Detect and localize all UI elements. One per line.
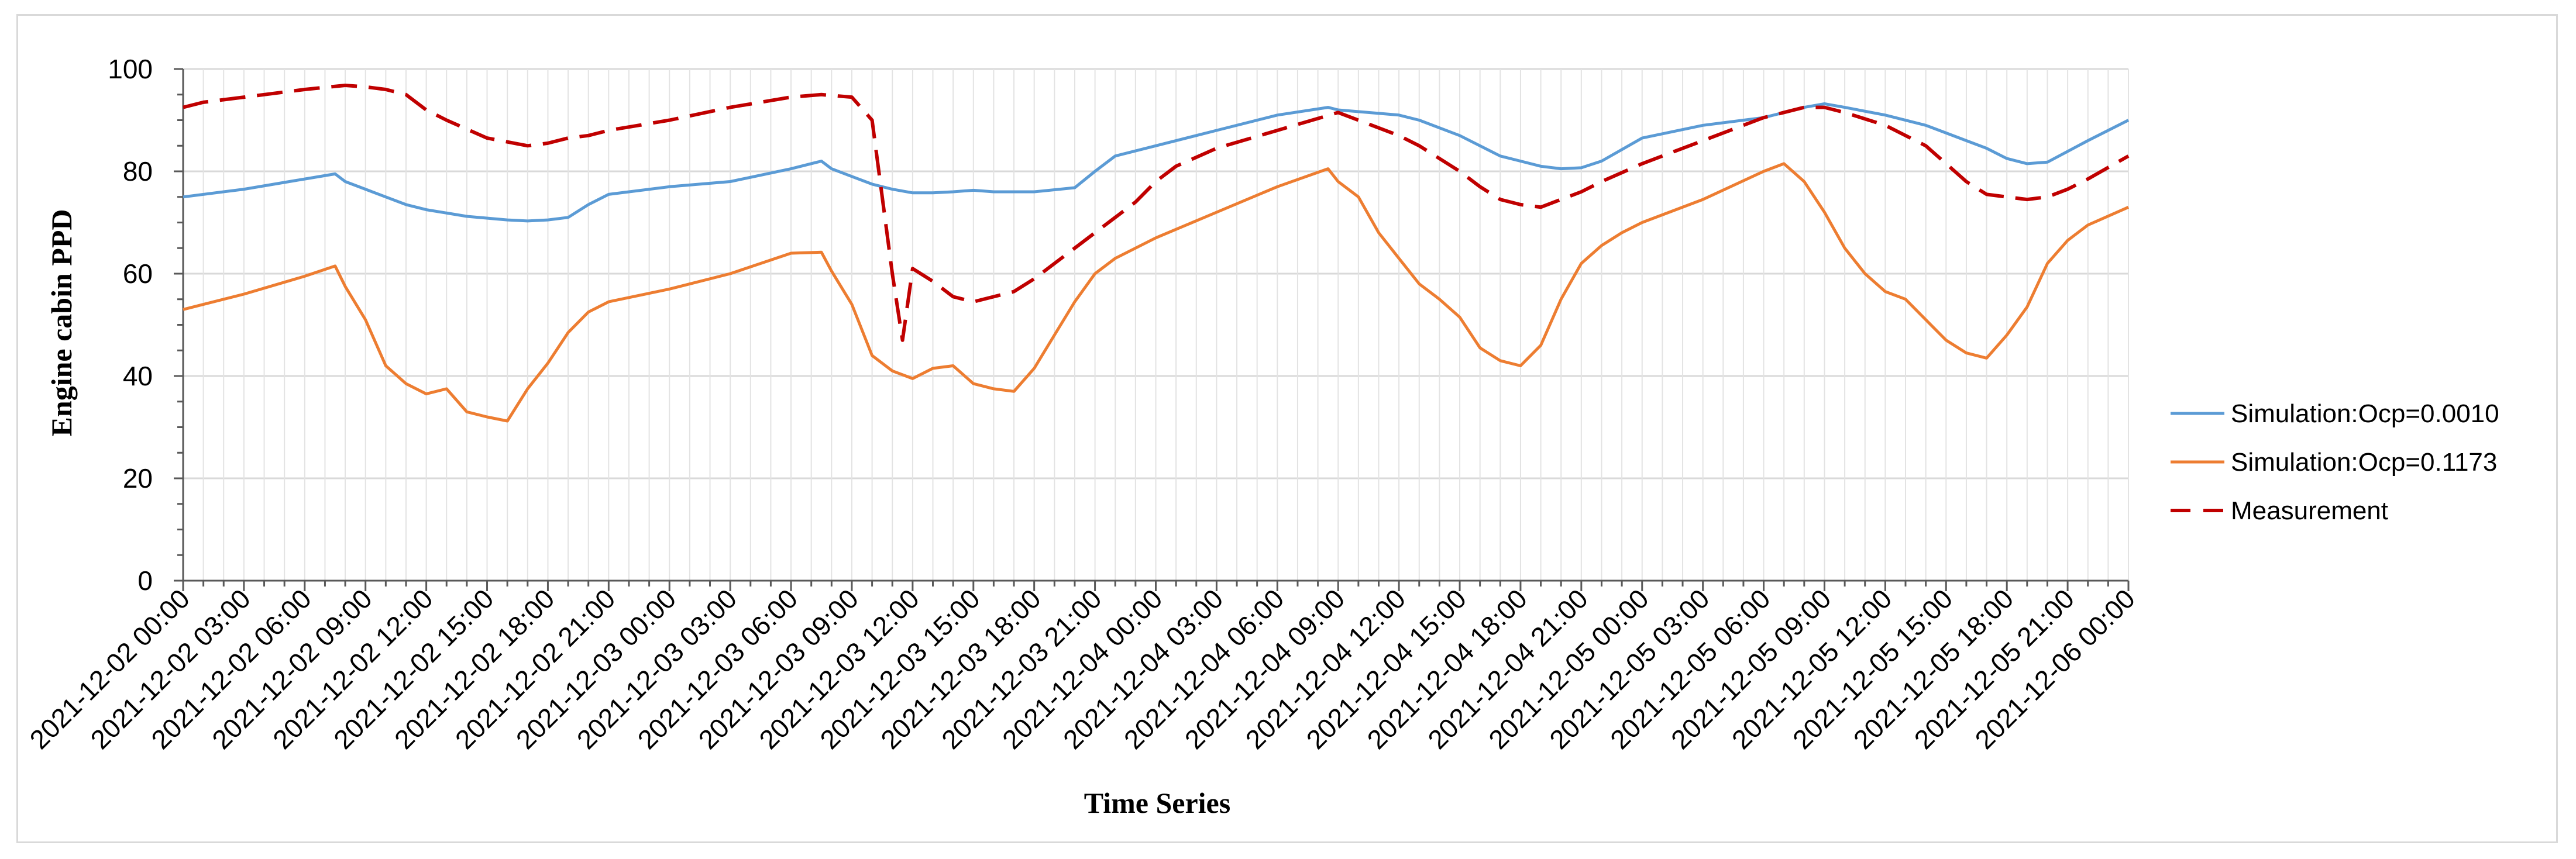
series-line-1 [183,102,2130,223]
legend-label: Simulation:Ocp=0.1173 [2231,448,2497,477]
y-tick-label: 100 [108,54,153,84]
axes [174,68,2130,591]
data-series [183,84,2130,423]
series-line-3 [183,84,2130,342]
y-axis-title: Engine cabin PPD [45,209,78,437]
y-tick-label: 20 [123,463,153,494]
legend: Simulation:Ocp=0.0010 Simulation:Ocp=0.11… [2171,399,2499,525]
y-tick-label: 80 [123,156,153,187]
gridlines [183,68,2129,581]
y-tick-label: 60 [123,258,153,289]
y-tick-label: 40 [123,361,153,391]
legend-label: Simulation:Ocp=0.0010 [2231,399,2499,428]
x-axis-title: Time Series [1084,786,1230,819]
series-line-2 [183,162,2130,423]
chart-frame [16,14,2558,843]
y-tick-label: 0 [137,565,153,596]
legend-label: Measurement [2231,496,2388,525]
